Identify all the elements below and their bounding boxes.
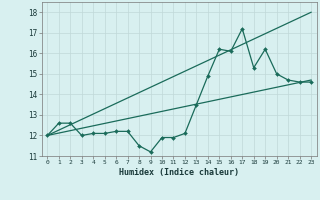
X-axis label: Humidex (Indice chaleur): Humidex (Indice chaleur) (119, 168, 239, 177)
